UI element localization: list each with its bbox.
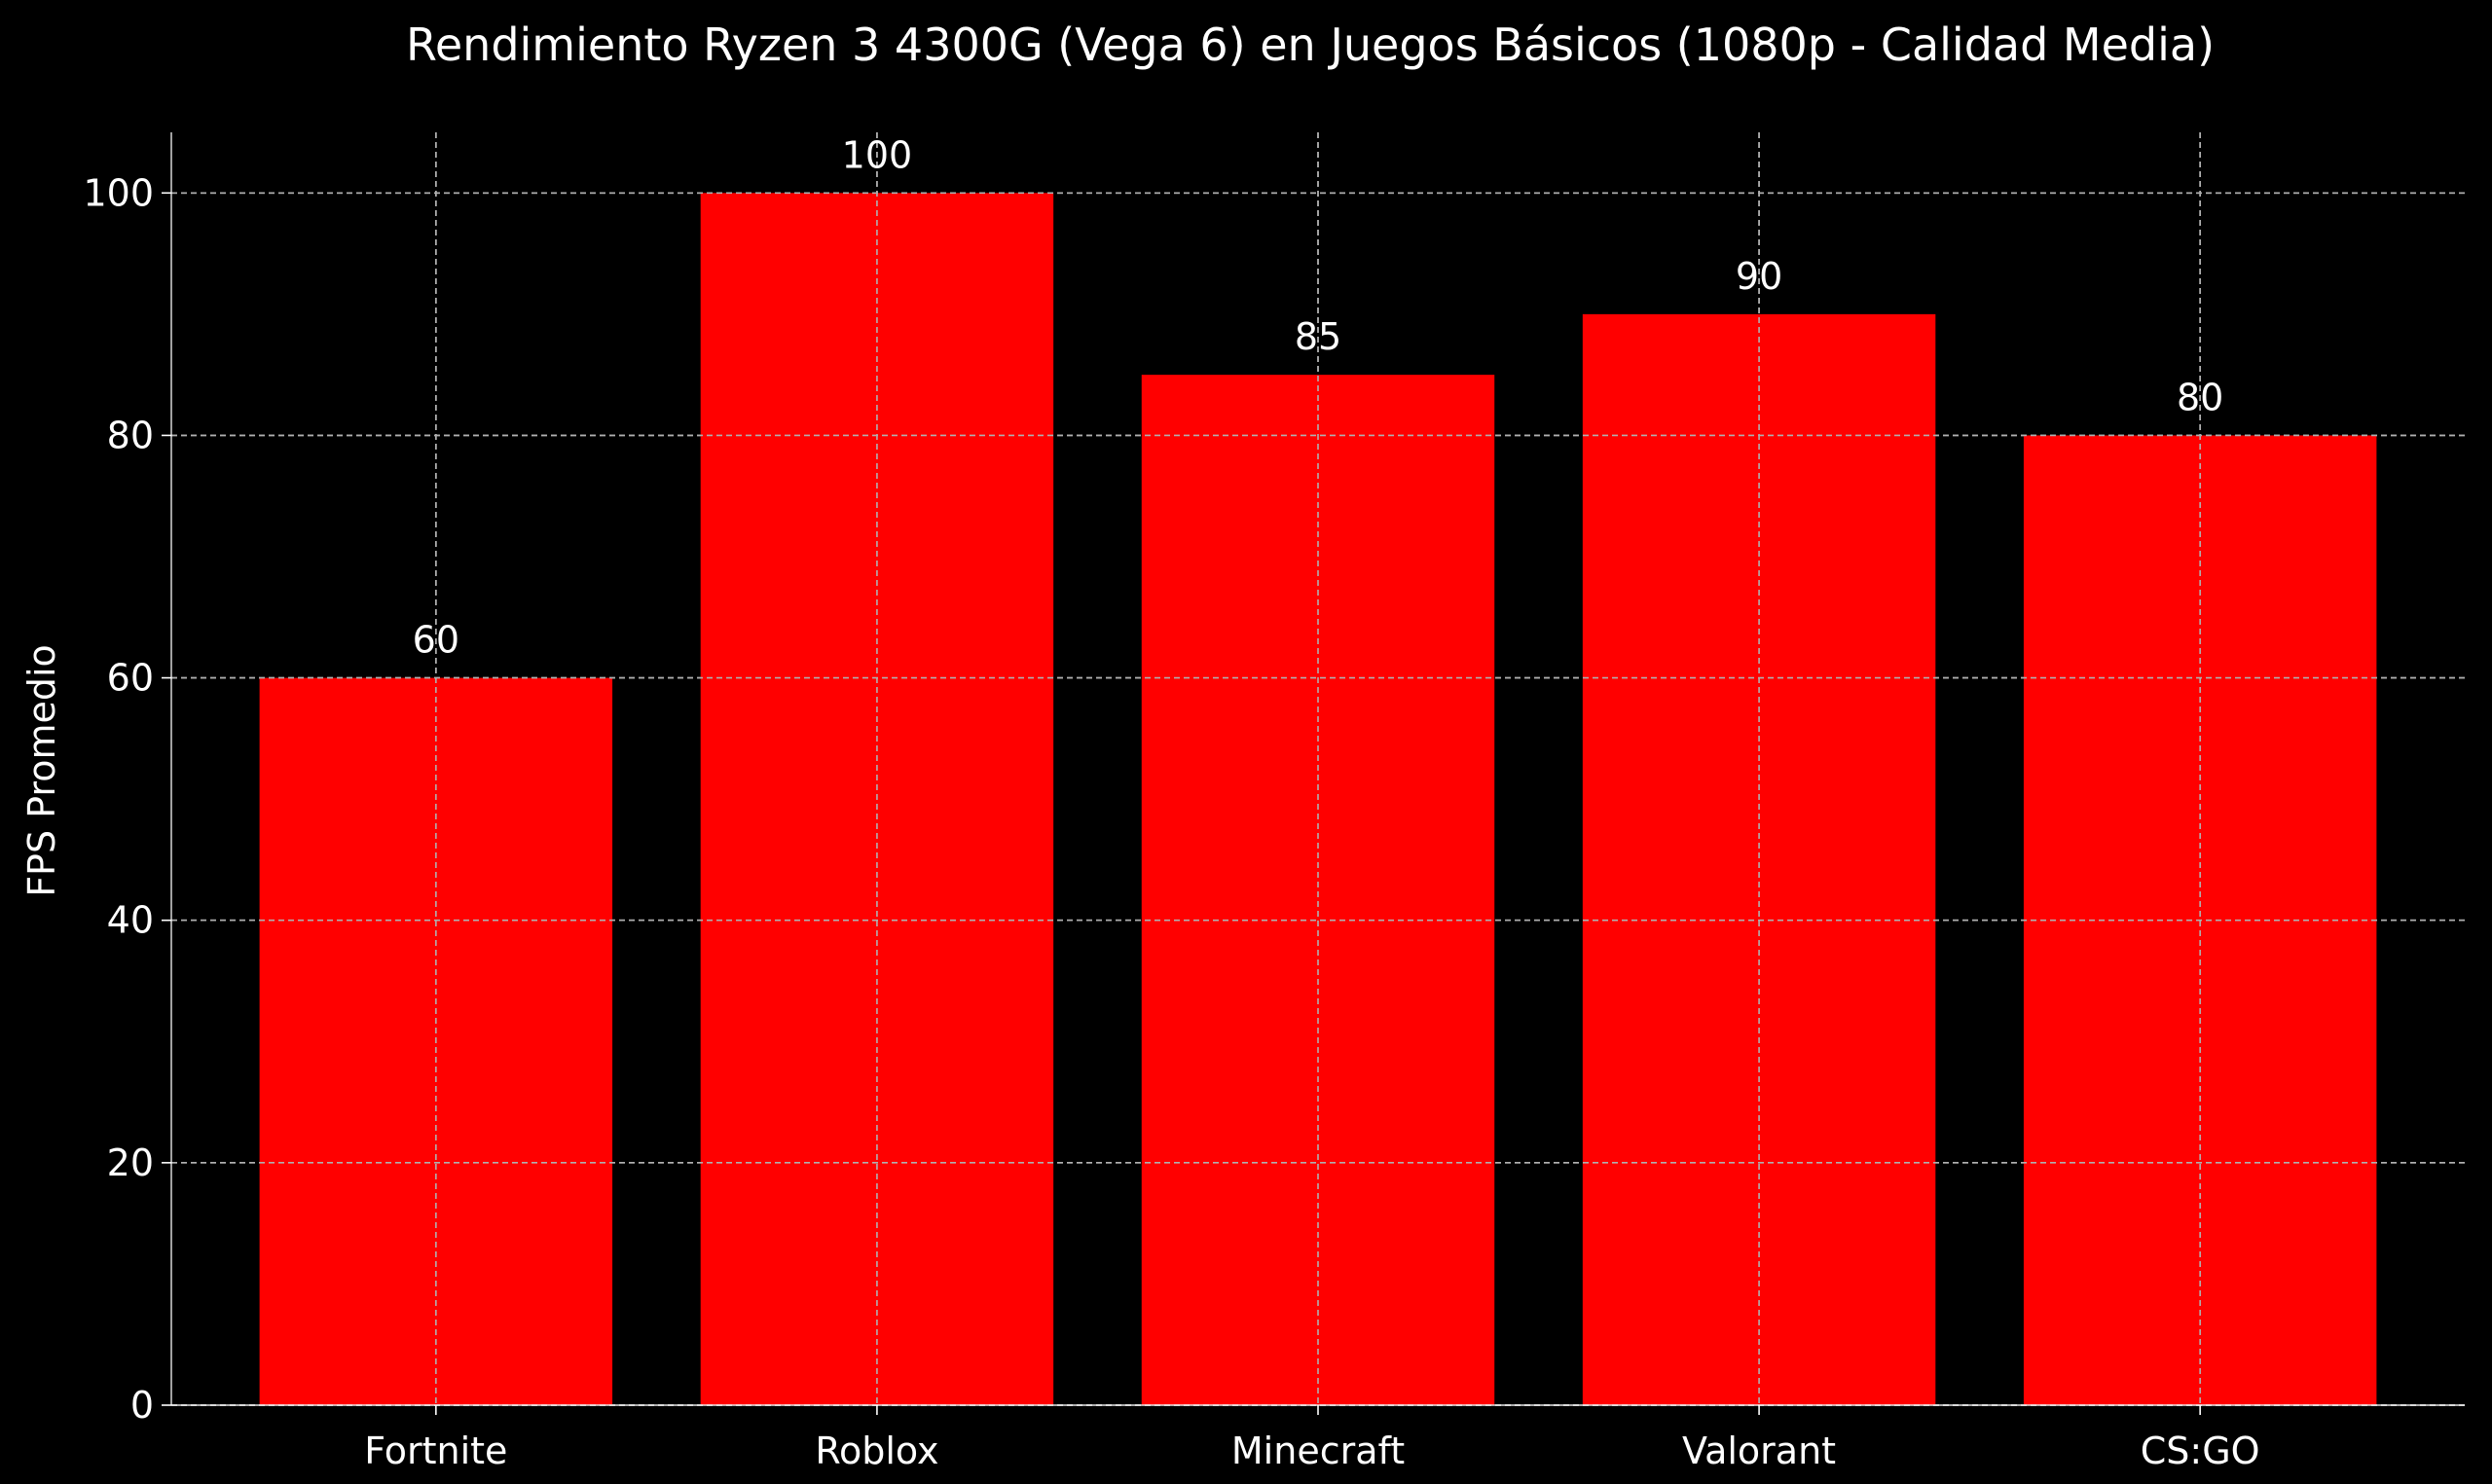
y-tick-label: 40: [107, 899, 154, 942]
chart-title: Rendimiento Ryzen 3 4300G (Vega 6) en Ju…: [406, 18, 2215, 71]
data-label: 100: [842, 133, 913, 176]
y-tick-label: 100: [83, 171, 154, 214]
axes: 0 20 40 60 80 100 Fortnite Roblox Minecraft Valor…: [83, 132, 2465, 1472]
data-label: 60: [413, 619, 459, 662]
data-labels: 60 100 85 90 80: [413, 133, 2224, 661]
data-label: 80: [2177, 376, 2223, 418]
bar-minecraft: [1141, 375, 1495, 1406]
x-tick-label: Valorant: [1682, 1430, 1836, 1472]
data-label: 85: [1295, 315, 1341, 358]
data-label: 90: [1736, 255, 1782, 298]
y-tick-label: 80: [107, 414, 154, 456]
y-tick-label: 20: [107, 1141, 154, 1184]
y-tick-label: 0: [130, 1384, 154, 1427]
x-tick-label: Minecraft: [1231, 1430, 1405, 1472]
x-tick-label: Roblox: [815, 1430, 938, 1472]
x-tick-label: Fortnite: [364, 1430, 507, 1472]
y-tick-label: 60: [107, 657, 154, 700]
x-tick-label: CS:GO: [2141, 1430, 2260, 1472]
y-axis-label: FPS Promedio: [20, 644, 63, 897]
